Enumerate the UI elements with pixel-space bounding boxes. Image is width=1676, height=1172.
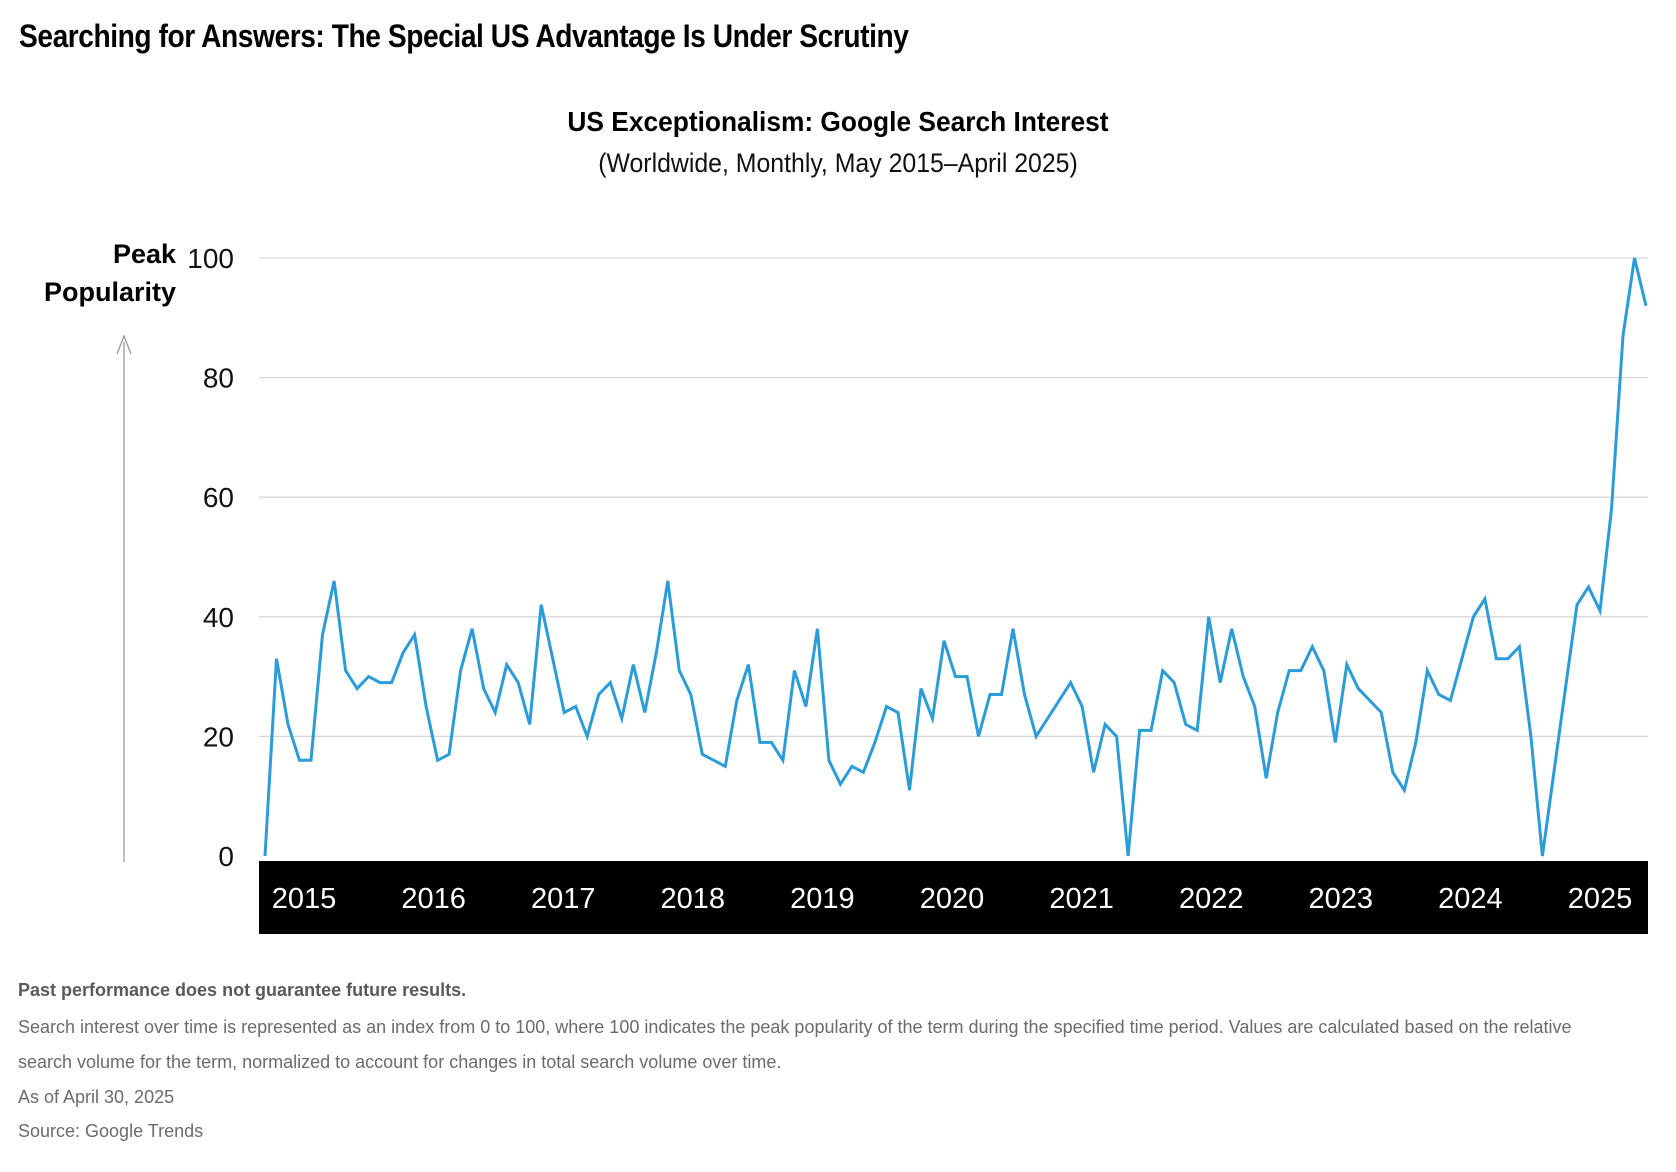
- chart-title: US Exceptionalism: Google Search Interes…: [567, 106, 1109, 137]
- line-chart: 0 20 40 60 80 100 2015 2016 2017 2018 2019 2020 202…: [116, 243, 1648, 934]
- chart-subtitle: (Worldwide, Monthly, May 2015–April 2025…: [598, 148, 1078, 178]
- gridlines: [259, 257, 1648, 738]
- y-tick-label: 20: [203, 721, 234, 752]
- y-axis-label: Peak Popularity: [26, 235, 176, 311]
- x-tick-label: 2021: [1049, 883, 1114, 915]
- page-title: Searching for Answers: The Special US Ad…: [19, 18, 909, 54]
- footnote-line-2: search volume for the term, normalized t…: [18, 1052, 782, 1072]
- x-tick-label: 2018: [661, 883, 726, 915]
- x-tick-label: 2016: [401, 883, 466, 915]
- x-tick-label: 2024: [1438, 883, 1503, 915]
- y-tick-label: 40: [203, 602, 234, 633]
- y-tick-label: 60: [203, 482, 234, 513]
- x-tick-label: 2019: [790, 883, 855, 915]
- x-tick-label: 2020: [920, 883, 985, 915]
- footnote-line-1: Search interest over time is represented…: [18, 1017, 1572, 1037]
- y-axis-label-text: Peak Popularity: [43, 239, 176, 307]
- y-tick-label: 80: [203, 363, 234, 394]
- y-tick-label: 0: [218, 841, 234, 872]
- disclaimer: Past performance does not guarantee futu…: [18, 980, 467, 1000]
- y-axis-arrow-head: [116, 334, 132, 355]
- series-line: [263, 257, 1648, 857]
- x-tick-label: 2017: [531, 883, 596, 915]
- x-tick-label: 2015: [272, 883, 337, 915]
- y-tick-labels: 0 20 40 60 80 100: [187, 243, 234, 872]
- source: Source: Google Trends: [18, 1121, 204, 1141]
- x-axis-band: [259, 861, 1648, 934]
- x-tick-labels: 2015 2016 2017 2018 2019 2020 2021 2022 2023 2024…: [272, 883, 1633, 915]
- x-tick-label: 2025: [1568, 883, 1633, 915]
- x-tick-label: 2023: [1309, 883, 1374, 915]
- series-group: [263, 257, 1648, 857]
- x-tick-label: 2022: [1179, 883, 1244, 915]
- as-of-date: As of April 30, 2025: [18, 1087, 175, 1107]
- y-tick-label: 100: [187, 243, 234, 274]
